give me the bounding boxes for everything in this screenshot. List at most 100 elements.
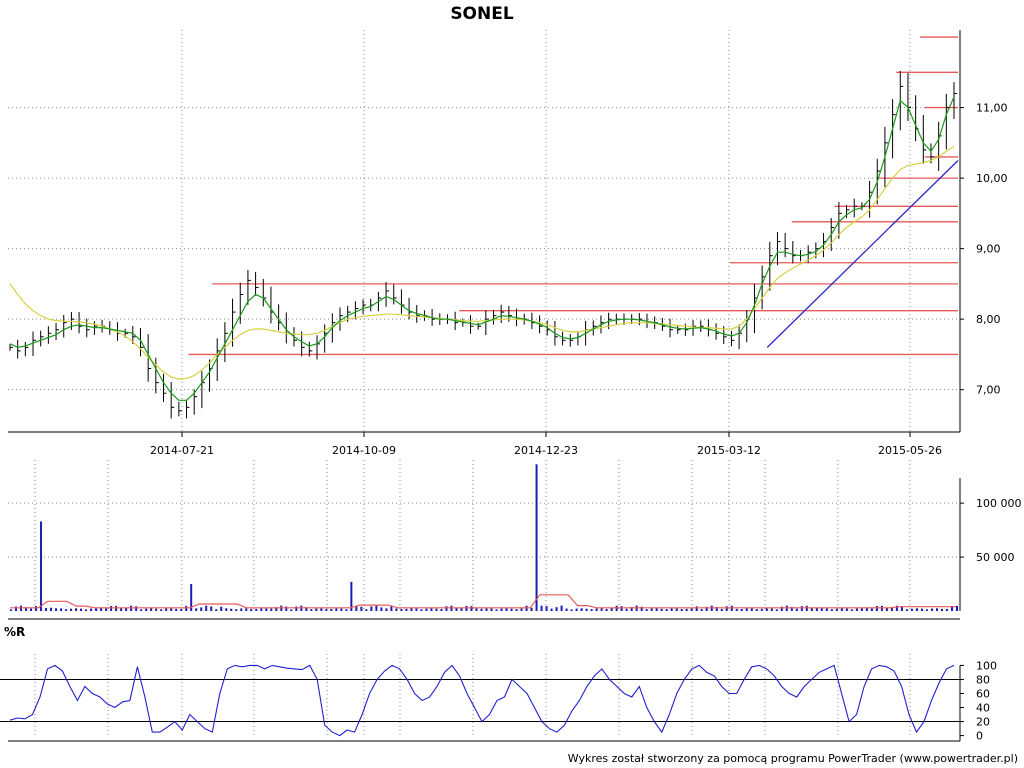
volume-bar — [930, 608, 933, 611]
volume-bar — [545, 606, 548, 611]
volume-bar — [410, 608, 413, 611]
volume-bar — [270, 608, 273, 611]
volume-bar — [455, 607, 458, 611]
volume-bar — [90, 608, 93, 611]
volume-bar — [790, 607, 793, 611]
price-panel: 7,00 8,00 9,00 10,00 11,00 2014-07-21 2014-10-… — [8, 30, 1008, 457]
volume-bar — [180, 609, 183, 611]
volume-bar — [355, 605, 358, 611]
ma-long-line — [9, 145, 955, 380]
volume-bar — [110, 605, 113, 611]
volume-bar — [755, 609, 758, 611]
volume-bar — [905, 609, 908, 611]
volume-bar — [690, 608, 693, 611]
volume-bar — [50, 607, 53, 611]
volume-bar — [885, 607, 888, 611]
volume-bar — [900, 606, 903, 611]
volume-bar — [285, 606, 288, 611]
volume-bar — [595, 608, 598, 611]
volume-bar — [170, 608, 173, 611]
volume-bar — [415, 608, 418, 611]
volume-bar — [40, 521, 43, 611]
volume-bar — [520, 608, 523, 611]
volume-bar — [810, 607, 813, 611]
volume-bar — [745, 608, 748, 611]
price-xtick-label: 2014-10-09 — [332, 444, 396, 457]
volume-bar — [555, 607, 558, 611]
ma-short-line — [9, 96, 955, 401]
volume-bar — [700, 609, 703, 611]
volume-bar — [560, 605, 563, 611]
volume-bar — [956, 605, 958, 611]
volume-bar — [570, 609, 573, 611]
volume-bar — [850, 609, 853, 611]
volume-bar — [100, 607, 103, 611]
volume-bar — [925, 609, 928, 611]
volume-bar — [440, 608, 443, 611]
volume-bar — [65, 609, 68, 611]
volume-bar — [840, 608, 843, 611]
volume-bar — [890, 607, 893, 611]
volume-bar — [75, 608, 78, 611]
volume-bar — [80, 608, 83, 611]
volume-bar — [505, 608, 508, 611]
volume-bar — [650, 608, 653, 611]
volume-bar — [735, 608, 738, 611]
volume-bar — [400, 609, 403, 611]
volume-bar — [705, 606, 708, 611]
volume-bar — [435, 608, 438, 611]
volume-bar — [585, 608, 588, 611]
wr-ytick-label: 40 — [976, 702, 990, 715]
volume-bar — [310, 609, 313, 611]
volume-bar — [680, 609, 683, 611]
volume-bar — [655, 608, 658, 611]
volume-bar — [305, 607, 308, 611]
volume-bar — [350, 581, 353, 611]
volume-bar — [825, 608, 828, 611]
volume-bar — [950, 605, 953, 611]
volume-bar — [235, 609, 238, 611]
volume-bar — [460, 608, 463, 611]
volume-ytick-label: 100 000 — [976, 497, 1022, 510]
volume-bar — [715, 606, 718, 611]
volume-bar — [565, 608, 568, 611]
volume-bar — [220, 606, 223, 611]
volume-bar — [830, 609, 833, 611]
volume-bar — [575, 608, 578, 611]
volume-bar — [105, 608, 108, 611]
volume-bar — [610, 607, 613, 611]
volume-bar — [875, 606, 878, 611]
volume-bar — [140, 609, 143, 611]
volume-bar — [365, 609, 368, 611]
volume-bar — [685, 608, 688, 611]
volume-bar — [135, 606, 138, 611]
volume-bar — [720, 608, 723, 611]
volume-bar — [765, 608, 768, 611]
volume-bar — [675, 608, 678, 611]
volume-bar — [250, 608, 253, 611]
volume-bar — [385, 608, 388, 611]
volume-bar — [780, 606, 783, 611]
price-ytick-label: 8,00 — [976, 313, 1001, 326]
volume-bar — [185, 605, 188, 611]
volume-bar — [820, 608, 823, 611]
volume-bar — [55, 608, 58, 611]
volume-bar — [125, 607, 128, 611]
volume-bar — [160, 609, 163, 611]
volume-bar — [425, 608, 428, 611]
volume-bar — [915, 608, 918, 611]
volume-bar — [490, 608, 493, 611]
chart-title: SONEL — [450, 4, 514, 24]
volume-bar — [795, 608, 798, 611]
volume-bar — [660, 608, 663, 611]
volume-bar — [665, 609, 668, 611]
volume-bar — [60, 608, 63, 611]
volume-bar — [265, 608, 268, 611]
volume-bar — [835, 608, 838, 611]
volume-bar — [940, 608, 943, 611]
volume-bar — [725, 606, 728, 611]
volume-bar — [945, 609, 948, 611]
wr-ytick-label: 20 — [976, 716, 990, 729]
volume-bar — [155, 608, 158, 611]
volume-bar — [645, 609, 648, 611]
